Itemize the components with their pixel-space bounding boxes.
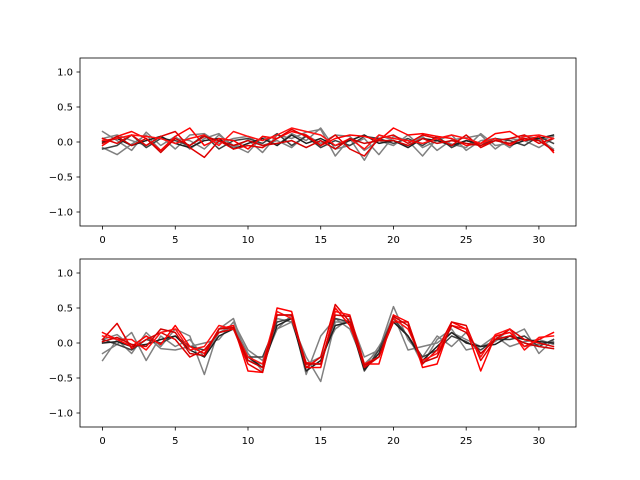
series-line-8 bbox=[101, 135, 555, 154]
y-tick-label: −1.0 bbox=[49, 409, 73, 420]
x-tick-label: 20 bbox=[387, 235, 400, 246]
y-tick-label: −1.0 bbox=[49, 208, 73, 219]
y-tick-label: −0.5 bbox=[49, 374, 73, 385]
series-line-1 bbox=[101, 317, 555, 383]
top-subplot: 0 5 10 15 20 25 30 −1.0 −0.5 0.0 0.5 1.0 bbox=[49, 57, 577, 246]
y-tick-label: 0.5 bbox=[57, 304, 73, 315]
series-line-7 bbox=[101, 127, 555, 150]
x-tick-label: 25 bbox=[460, 436, 473, 447]
x-tick-label: 10 bbox=[242, 235, 255, 246]
x-tick-label: 20 bbox=[387, 436, 400, 447]
series-line-8 bbox=[101, 314, 555, 369]
y-tick-label: 0.0 bbox=[57, 138, 73, 149]
y-tick-label: −0.5 bbox=[49, 173, 73, 184]
bottom-subplot: 0 5 10 15 20 25 30 −1.0 −0.5 0.0 0.5 1.0 bbox=[49, 258, 577, 447]
x-tick-label: 5 bbox=[172, 235, 178, 246]
x-tick-label: 30 bbox=[533, 235, 546, 246]
x-tick-label: 15 bbox=[314, 436, 327, 447]
x-tick-label: 25 bbox=[460, 235, 473, 246]
y-tick-label: 1.0 bbox=[57, 269, 73, 280]
y-tick-label: 1.0 bbox=[57, 68, 73, 79]
x-tick-label: 10 bbox=[242, 436, 255, 447]
x-tick-label: 5 bbox=[172, 436, 178, 447]
y-tick-label: 0.0 bbox=[57, 339, 73, 350]
x-tick-label: 15 bbox=[314, 235, 327, 246]
x-tick-label: 0 bbox=[99, 235, 105, 246]
x-tick-label: 0 bbox=[99, 436, 105, 447]
series-line-6 bbox=[101, 303, 555, 374]
x-tick-label: 30 bbox=[533, 436, 546, 447]
series-line-4 bbox=[101, 317, 555, 372]
y-tick-label: 0.5 bbox=[57, 103, 73, 114]
